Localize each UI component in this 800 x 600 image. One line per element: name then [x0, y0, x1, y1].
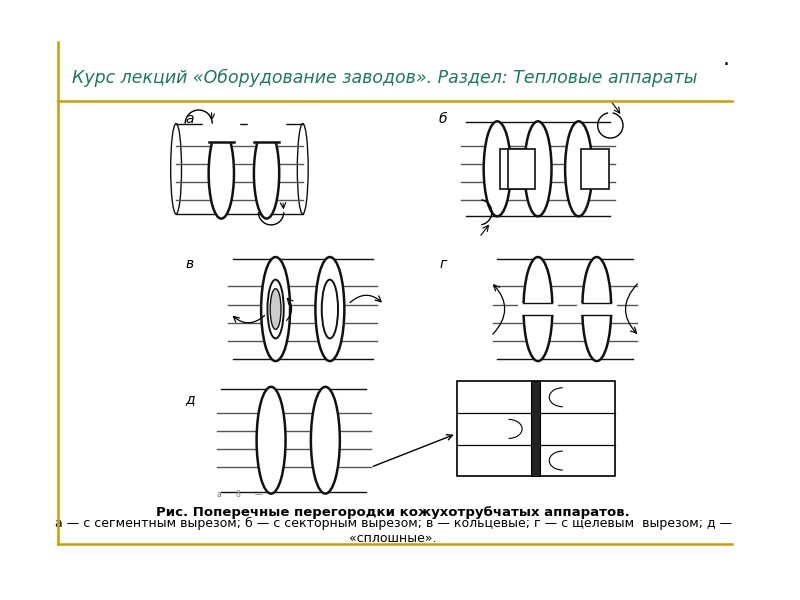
Text: a      б      —: a б — [217, 490, 262, 499]
Text: Рис. Поперечные перегородки кожухотрубчатых аппаратов.: Рис. Поперечные перегородки кожухотрубча… [156, 506, 630, 519]
Ellipse shape [267, 280, 284, 338]
Text: б: б [438, 112, 447, 126]
Ellipse shape [523, 257, 553, 361]
Ellipse shape [254, 128, 279, 218]
Ellipse shape [582, 257, 611, 361]
Bar [518, 303, 558, 316]
Bar [577, 303, 617, 316]
Ellipse shape [209, 128, 234, 218]
Ellipse shape [270, 289, 281, 329]
Polygon shape [203, 119, 239, 142]
Text: в: в [186, 257, 194, 271]
Bar [457, 382, 615, 476]
Polygon shape [249, 119, 285, 142]
Text: а — с сегментным вырезом; б — с секторным вырезом; в — кольцевые; г — с щелевым : а — с сегментным вырезом; б — с секторны… [54, 517, 732, 545]
Ellipse shape [565, 121, 592, 217]
Ellipse shape [261, 257, 290, 361]
Text: .: . [722, 49, 730, 68]
Ellipse shape [311, 387, 340, 494]
Ellipse shape [524, 121, 551, 217]
Text: г: г [439, 257, 446, 271]
Bar [531, 382, 540, 476]
Ellipse shape [257, 387, 286, 494]
Ellipse shape [315, 257, 344, 361]
Bar [508, 149, 535, 189]
Bar [582, 149, 609, 189]
Text: Курс лекций «Оборудование заводов». Раздел: Тепловые аппараты: Курс лекций «Оборудование заводов». Разд… [72, 69, 698, 88]
Text: д: д [185, 392, 194, 407]
Bar [500, 149, 527, 189]
Ellipse shape [322, 280, 338, 338]
Text: а: а [186, 112, 194, 126]
Ellipse shape [484, 121, 511, 217]
